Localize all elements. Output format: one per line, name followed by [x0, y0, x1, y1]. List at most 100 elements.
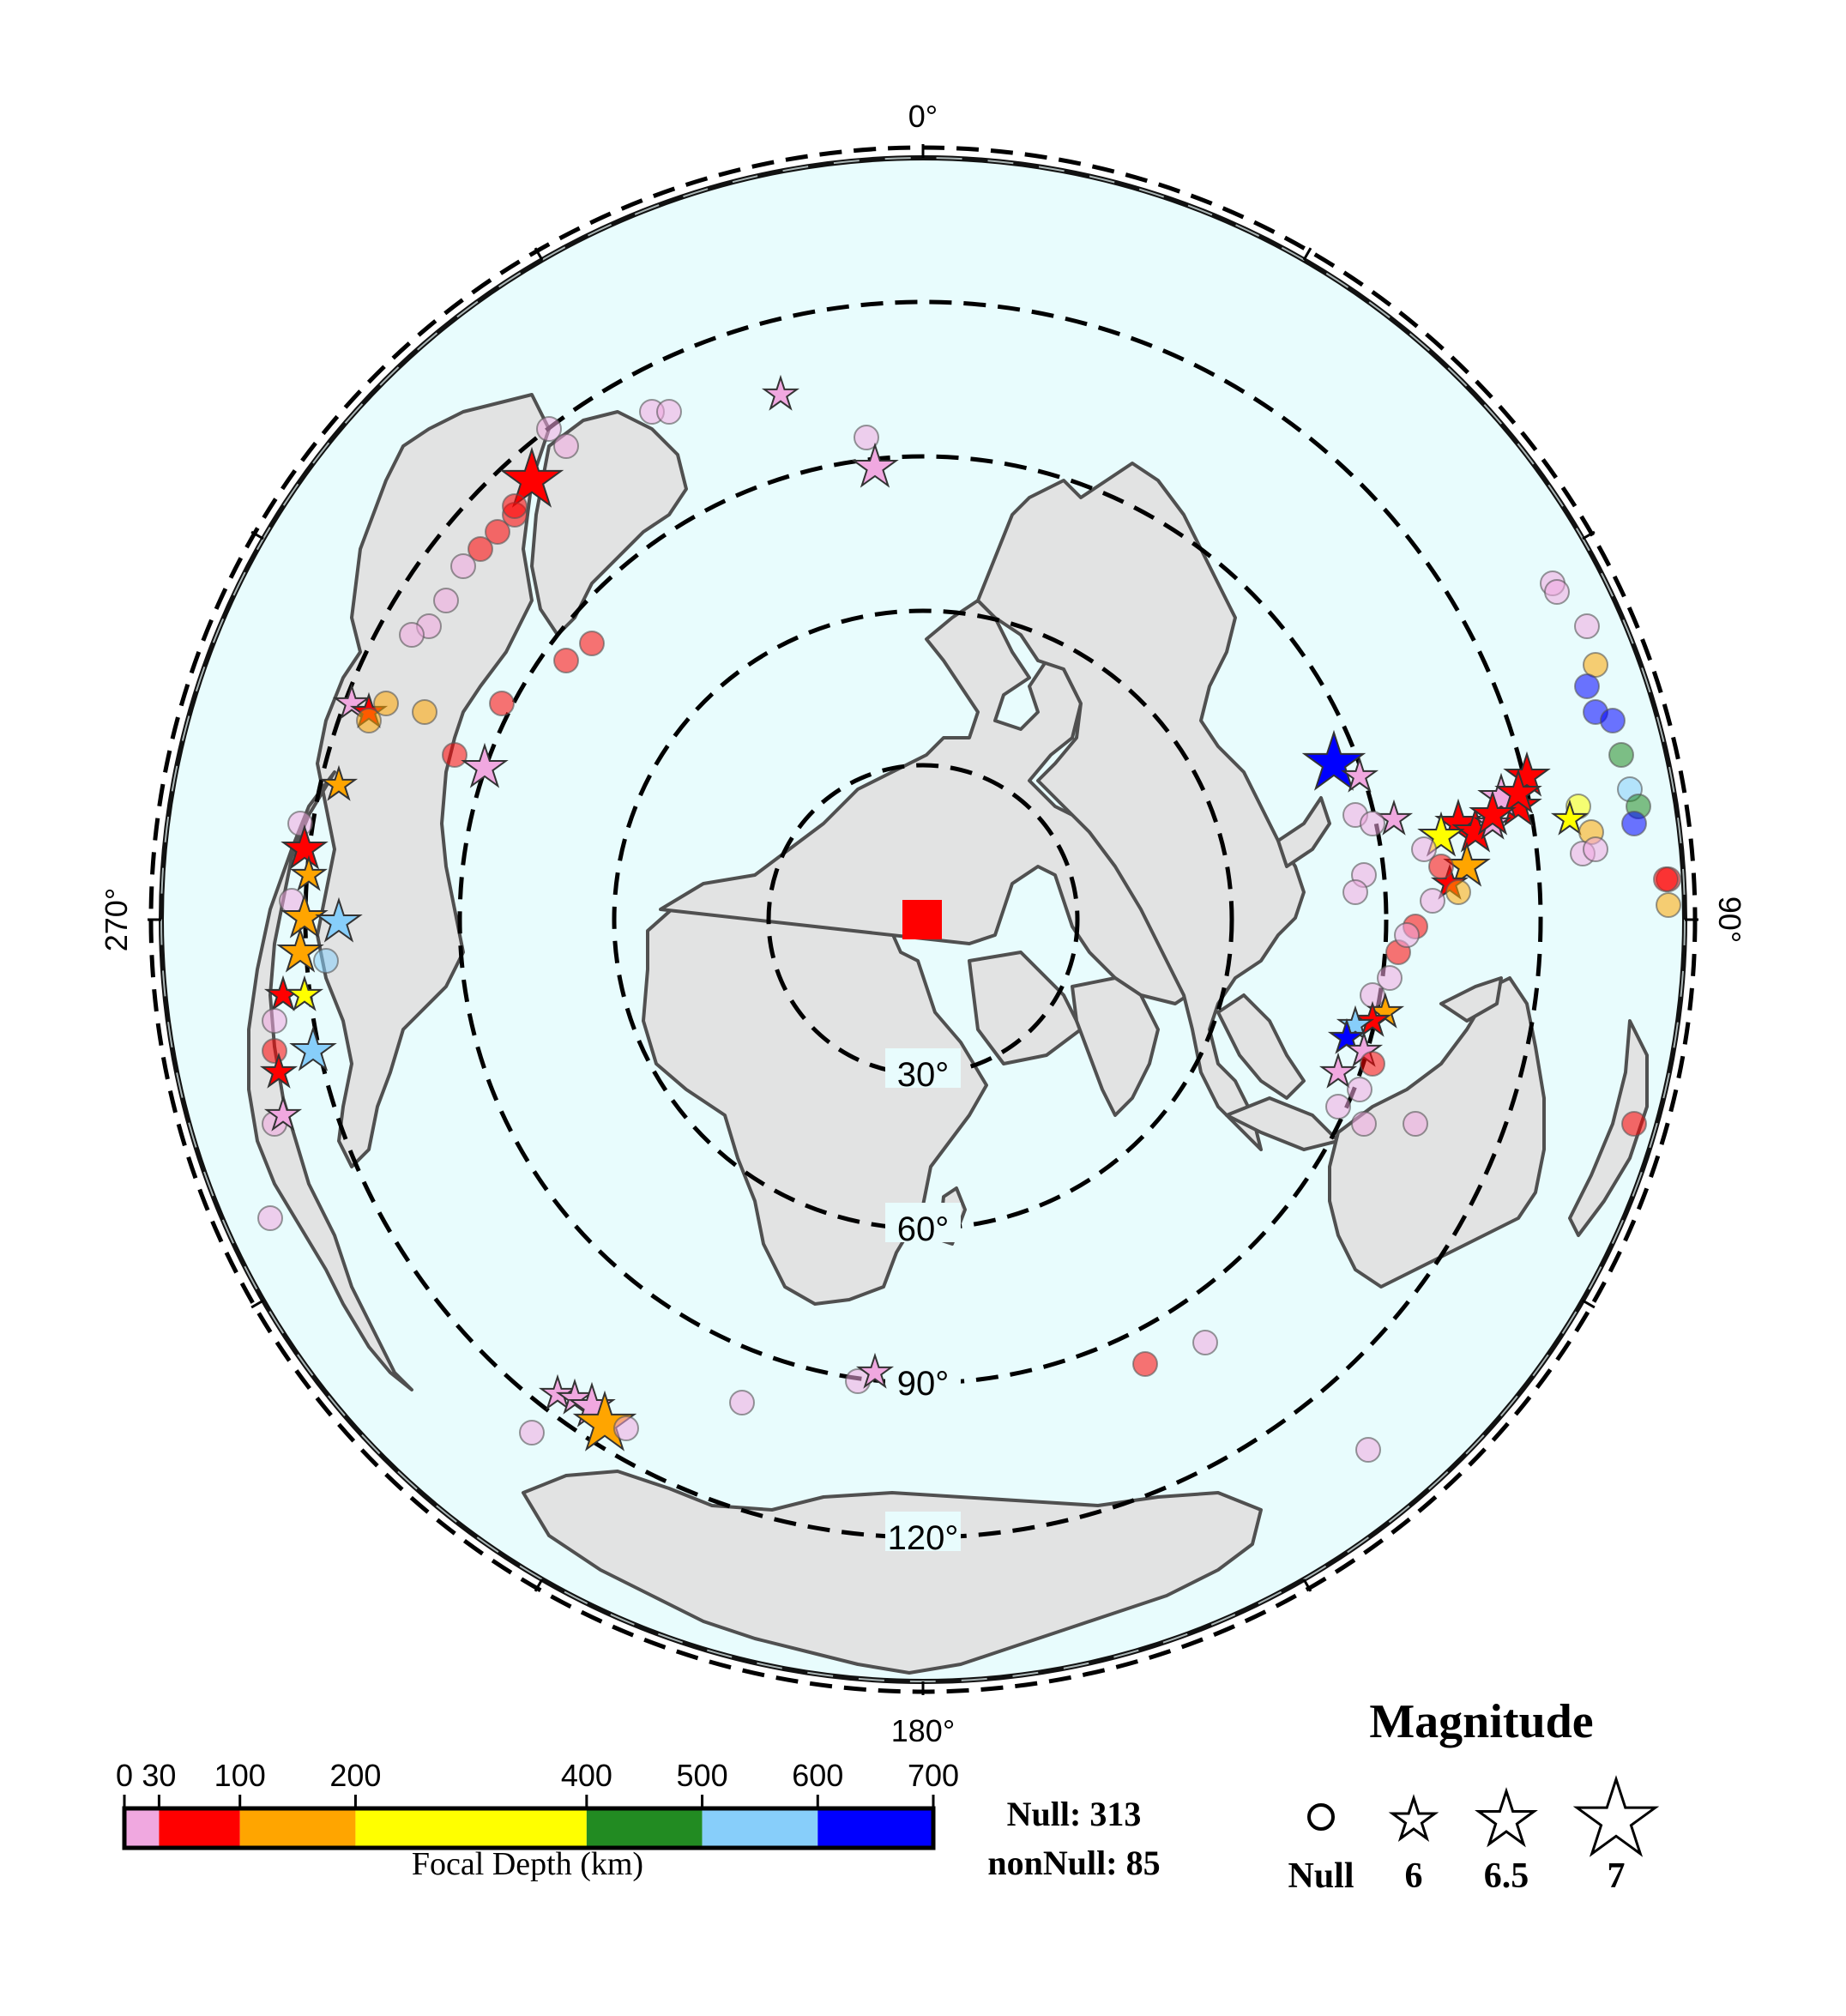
- colorbar-segment: [159, 1808, 240, 1848]
- colorbar-tick-label: 200: [329, 1758, 381, 1793]
- event-null: [553, 648, 579, 673]
- event-null: [1574, 673, 1600, 699]
- event-null: [553, 433, 579, 459]
- event-null: [1351, 1111, 1377, 1137]
- azimuth-tick: [1582, 530, 1596, 540]
- event-null: [1608, 742, 1634, 768]
- colorbar-tick-label: 0: [116, 1758, 133, 1793]
- azimuth-label-270: 270°: [99, 888, 134, 951]
- event-null: [1342, 879, 1368, 905]
- event-null: [536, 416, 562, 442]
- event-null: [1544, 579, 1570, 605]
- event-null: [1621, 1111, 1647, 1137]
- event-null: [287, 811, 313, 836]
- japan-landmass: [1276, 796, 1331, 868]
- event-null: [450, 553, 476, 579]
- antarctica-landmass: [522, 1470, 1263, 1675]
- ring-label: 30°: [897, 1056, 950, 1094]
- event-null: [1360, 1051, 1385, 1077]
- event-null: [1445, 879, 1471, 905]
- colorbar-tick-label: 600: [792, 1758, 843, 1793]
- south-america-landmass: [247, 770, 413, 1391]
- colorbar-title: Focal Depth (km): [412, 1846, 643, 1882]
- event-null: [1394, 922, 1420, 948]
- center-marker: [902, 900, 942, 939]
- azimuth-ticks: [148, 144, 1698, 1695]
- colorbar-segment: [586, 1808, 703, 1848]
- ring-label: 90°: [897, 1365, 950, 1403]
- india-landmass: [1071, 976, 1160, 1117]
- event-null: [1347, 1077, 1372, 1102]
- event-null: [442, 742, 468, 768]
- new-zealand-landmass: [1568, 1019, 1649, 1237]
- greenland-landmass: [530, 410, 688, 637]
- legend-label: 6: [1405, 1856, 1423, 1896]
- legend-star-symbol: [1479, 1791, 1535, 1844]
- event-null: [1428, 854, 1454, 879]
- azimuth-tick: [534, 247, 544, 261]
- se-asia-landmass: [1216, 993, 1306, 1100]
- ring-label: 60°: [897, 1210, 950, 1248]
- event-null: [1420, 888, 1445, 914]
- nonnull-count: nonNull: 85: [987, 1844, 1160, 1882]
- event-null: [399, 622, 425, 648]
- azimuth-tick: [250, 530, 264, 540]
- event-null: [1621, 811, 1647, 836]
- colorbar-tick-label: 100: [214, 1758, 266, 1793]
- event-null: [1192, 1330, 1218, 1355]
- new-guinea-landmass: [1439, 976, 1503, 1023]
- colorbar-segment: [124, 1808, 160, 1848]
- event-null: [1360, 811, 1385, 836]
- azimuth-tick: [1302, 247, 1312, 261]
- colorbar-segment: [702, 1808, 818, 1848]
- colorbar-tick-label: 700: [908, 1758, 959, 1793]
- ring-label-bg: [885, 1357, 961, 1397]
- event-null: [468, 536, 493, 562]
- event-null: [519, 1420, 545, 1446]
- azimuth-label-90: 90°: [1712, 896, 1747, 943]
- colorbar-segment: [239, 1808, 356, 1848]
- event-null: [313, 948, 339, 974]
- event-null: [412, 699, 437, 725]
- event-null: [579, 631, 605, 656]
- event-null: [656, 399, 682, 425]
- event-null: [1600, 708, 1626, 733]
- event-null: [485, 519, 510, 545]
- colorbar-tick-label: 500: [677, 1758, 728, 1793]
- azimuth-tick: [250, 1299, 264, 1309]
- event-null: [854, 425, 879, 450]
- earthquake-events: [257, 377, 1681, 1463]
- legend-star-symbol: [1577, 1779, 1655, 1854]
- legend-title: Magnitude: [1369, 1695, 1593, 1748]
- distance-ring-labels: 30° 60° 90° 120°: [885, 1048, 961, 1557]
- event-null: [433, 588, 459, 613]
- ring-label-bg: [885, 1203, 961, 1242]
- magnitude-legend: Null 6 6.5 7: [1288, 1779, 1655, 1896]
- colorbar-segment: [355, 1808, 587, 1848]
- event-null: [729, 1390, 755, 1415]
- event-null: [1325, 1094, 1351, 1120]
- event-null: [489, 691, 515, 716]
- legend-label: Null: [1288, 1856, 1354, 1896]
- event-null: [1355, 1437, 1381, 1463]
- azimuth-label-180: 180°: [891, 1713, 955, 1748]
- event-null: [1583, 836, 1608, 862]
- event-null: [262, 1038, 287, 1064]
- null-count: Null: 313: [1007, 1795, 1142, 1833]
- event-null: [1583, 652, 1608, 678]
- event-null: [1653, 866, 1679, 892]
- event-null: [1656, 892, 1681, 918]
- event-null: [1411, 836, 1437, 862]
- legend-label: 7: [1608, 1856, 1626, 1896]
- azimuth-tick: [1582, 1299, 1596, 1309]
- event-null: [613, 1415, 639, 1441]
- azimuth-tick: [1302, 1578, 1312, 1592]
- ring-label: 120°: [888, 1519, 959, 1557]
- colorbar-segment: [817, 1808, 933, 1848]
- ring-label-bg: [885, 1512, 961, 1551]
- event-null: [257, 1205, 283, 1231]
- azimuth-label-0: 0°: [908, 99, 938, 134]
- arabia-landmass: [968, 951, 1083, 1065]
- asia-landmass: [976, 462, 1306, 1151]
